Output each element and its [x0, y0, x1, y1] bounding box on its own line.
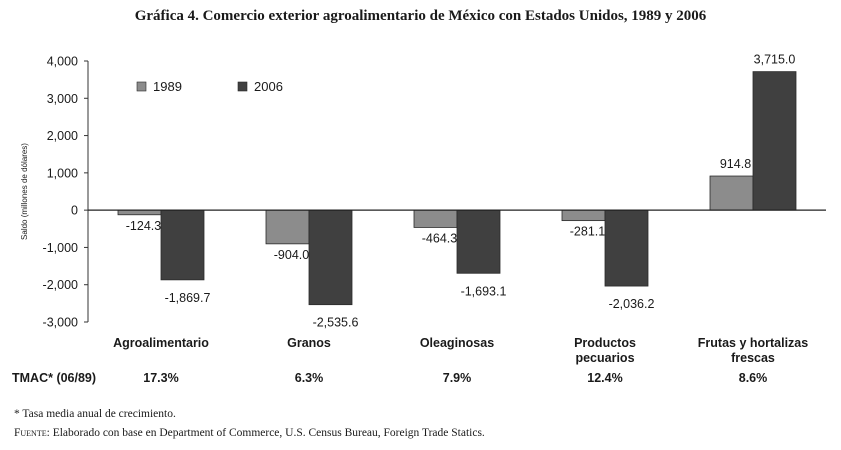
data-label-2006: -1,869.7 [165, 291, 211, 305]
footnote: * Tasa media anual de crecimiento. [14, 408, 176, 420]
data-label-1989: 914.8 [720, 157, 751, 171]
data-label-2006: -1,693.1 [461, 284, 507, 298]
bar-2006 [456, 209, 501, 274]
bar-1989 [561, 209, 606, 222]
data-label-2006: -2,535.6 [313, 316, 359, 330]
tmac-value: 8.6% [739, 371, 768, 385]
y-tick-label: 4,000 [47, 55, 78, 69]
legend-swatch-1989 [136, 81, 147, 92]
bar-2006 [752, 71, 797, 211]
category-label: Granos [287, 336, 331, 350]
data-label-1989: -464.3 [422, 231, 457, 245]
y-tick-label: 0 [71, 204, 78, 218]
chart-title: Gráfica 4. Comercio exterior agroaliment… [134, 8, 707, 24]
bar-chart: 4,000 3,000 2,000 1,000 0 -1,000 -2,000 -3,000 S… [12, 53, 826, 385]
bar-2006 [160, 209, 205, 281]
category-label: pecuarios [575, 351, 634, 365]
source-text: Elaborado con base en Department of Comm… [49, 427, 485, 439]
bar-2006 [308, 209, 353, 306]
category-label: Oleaginosas [420, 336, 494, 350]
data-label-1989: -904.0 [274, 248, 309, 262]
source-label: Fuente: [14, 427, 50, 439]
data-label-1989: -124.3 [126, 219, 161, 233]
legend-swatch-2006 [237, 81, 248, 92]
source-note: Fuente: Elaborado con base en Department… [14, 427, 485, 439]
category-label: Agroalimentario [113, 336, 209, 350]
bar-1989 [117, 209, 162, 216]
tmac-value: 6.3% [295, 371, 324, 385]
tmac-value: 12.4% [587, 371, 622, 385]
bar-1989 [265, 209, 310, 245]
category-label: frescas [731, 351, 775, 365]
bar-1989 [413, 209, 458, 228]
data-label-1989: -281.1 [570, 225, 605, 239]
data-label-2006: -2,036.2 [609, 297, 655, 311]
y-tick-label: 2,000 [47, 129, 78, 143]
bar-2006 [604, 209, 649, 287]
y-tick-label: 1,000 [47, 166, 78, 180]
y-tick-label: 3,000 [47, 92, 78, 106]
category-label: Frutas y hortalizas [698, 336, 808, 350]
legend-label-1989: 1989 [153, 79, 182, 94]
bar-1989 [709, 175, 754, 211]
data-label-2006: 3,715.0 [754, 53, 796, 67]
y-tick-label: -3,000 [43, 316, 78, 330]
legend-label-2006: 2006 [254, 79, 283, 94]
tmac-label: TMAC* (06/89) [12, 371, 96, 385]
y-tick-label: -2,000 [43, 278, 78, 292]
tmac-value: 17.3% [143, 371, 178, 385]
y-axis-title: Saldo (millones de dólares) [20, 143, 29, 240]
tmac-value: 7.9% [443, 371, 472, 385]
category-label: Productos [574, 336, 636, 350]
y-tick-label: -1,000 [43, 241, 78, 255]
